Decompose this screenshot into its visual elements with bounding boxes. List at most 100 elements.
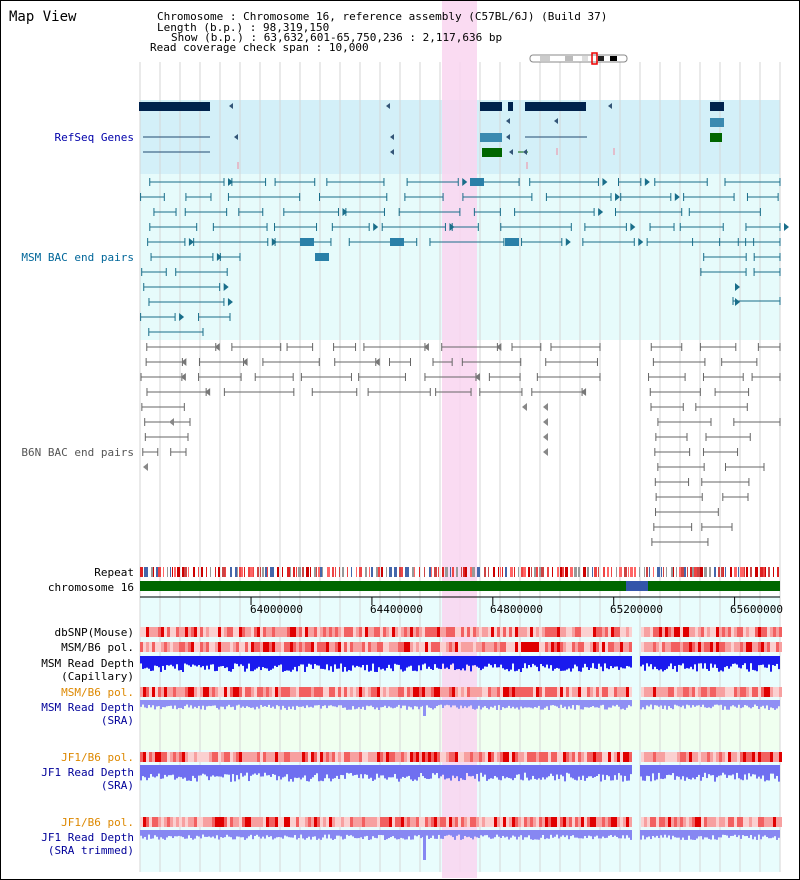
track-label-refseq-genes[interactable]: RefSeq Genes	[54, 131, 134, 144]
depth-bar	[416, 765, 418, 781]
heat-cell	[776, 627, 779, 637]
repeat-feature	[721, 567, 723, 577]
heat-cell	[167, 752, 170, 762]
depth-bar	[366, 656, 368, 665]
depth-bar	[160, 700, 162, 710]
track-label-jf1-depth-trimmed[interactable]: JF1 Read Depth	[41, 831, 134, 844]
heat-cell	[311, 627, 314, 637]
depth-bar	[508, 830, 510, 840]
heat-cell	[536, 642, 539, 652]
track-label-jf1-b6-pol-2[interactable]: JF1/B6 pol.	[61, 816, 134, 829]
track-label-dbsnp[interactable]: dbSNP(Mouse)	[54, 626, 134, 639]
heat-cell	[764, 817, 767, 827]
depth-bar	[166, 656, 168, 666]
heat-cell	[437, 817, 440, 827]
heat-cell	[419, 627, 422, 637]
track-label-msm-depth-sra[interactable]: MSM Read Depth	[41, 701, 134, 714]
heat-cell	[353, 817, 356, 827]
depth-bar	[532, 830, 534, 840]
track-label-jf1-depth-sra[interactable]: JF1 Read Depth	[41, 766, 134, 779]
track-label-msm-b6-pol[interactable]: MSM/B6 pol.	[61, 641, 134, 654]
depth-bar	[744, 656, 746, 664]
depth-bar	[436, 765, 438, 774]
depth-bar	[694, 830, 696, 840]
heat-cell	[395, 817, 398, 827]
depth-bar	[536, 830, 538, 840]
heat-cell	[620, 817, 623, 827]
heat-cell	[653, 687, 656, 697]
depth-bar	[538, 765, 540, 779]
heat-cell	[452, 752, 455, 762]
heat-cell	[425, 752, 428, 762]
heat-cell	[641, 687, 644, 697]
depth-bar	[460, 765, 462, 779]
heat-cell	[188, 817, 191, 827]
depth-bar	[392, 765, 394, 778]
depth-bar	[644, 700, 646, 710]
heat-cell	[440, 687, 443, 697]
track-label-msm-depth-capillary[interactable]: MSM Read Depth	[41, 657, 134, 670]
repeat-feature	[646, 567, 648, 577]
depth-bar	[288, 765, 290, 782]
heat-cell	[284, 627, 287, 637]
depth-bar	[626, 656, 628, 666]
repeat-feature	[718, 567, 720, 577]
track-label-chromosome[interactable]: chromosome 16	[47, 581, 134, 594]
depth-bar	[314, 700, 316, 706]
repeat-feature	[607, 567, 609, 577]
heat-cell	[554, 642, 557, 652]
gene-arrow-icon	[523, 149, 527, 155]
heat-cell	[563, 642, 566, 652]
heat-cell	[428, 817, 431, 827]
depth-bar	[298, 700, 300, 707]
heat-cell	[182, 627, 185, 637]
track-label-msm-b6-pol-sra[interactable]: MSM/B6 pol.	[61, 686, 134, 699]
bac-cluster-block	[315, 253, 329, 261]
depth-bar	[444, 700, 446, 706]
track-label-repeat[interactable]: Repeat	[94, 566, 134, 579]
depth-bar	[710, 700, 712, 709]
heat-cell	[497, 817, 500, 827]
heat-cell	[464, 627, 467, 637]
repeat-feature	[653, 567, 654, 577]
depth-bar	[472, 700, 474, 709]
heat-cell	[446, 642, 449, 652]
depth-bar	[718, 700, 720, 706]
heat-cell	[617, 817, 620, 827]
depth-bar	[378, 656, 380, 668]
depth-bar	[182, 656, 184, 672]
depth-bar	[458, 830, 460, 835]
depth-bar	[296, 700, 298, 706]
track-label-msm-bac[interactable]: MSM BAC end pairs	[21, 251, 134, 264]
depth-bar	[506, 700, 508, 708]
heat-cell	[566, 687, 569, 697]
heat-cell	[494, 687, 497, 697]
track-label-b6n-bac[interactable]: B6N BAC end pairs	[21, 446, 134, 459]
heat-cell	[563, 752, 566, 762]
heat-cell	[164, 642, 167, 652]
depth-bar	[772, 656, 774, 666]
repeat-feature	[302, 567, 304, 577]
heat-cell	[350, 642, 353, 652]
heat-cell	[392, 817, 395, 827]
depth-bar	[688, 656, 690, 669]
heat-cell	[431, 752, 434, 762]
depth-bar	[172, 765, 174, 775]
depth-bar	[150, 765, 152, 775]
depth-bar	[586, 700, 588, 708]
depth-bar	[142, 830, 144, 839]
repeat-feature	[277, 567, 279, 577]
track-label-jf1-b6-pol[interactable]: JF1/B6 pol.	[61, 751, 134, 764]
heat-cell	[521, 817, 524, 827]
depth-bar	[336, 700, 338, 708]
depth-bar	[576, 830, 578, 838]
heat-cell	[359, 817, 362, 827]
depth-bar	[480, 700, 482, 710]
depth-bar	[746, 656, 748, 670]
depth-bar	[764, 656, 766, 668]
heat-cell	[458, 817, 461, 827]
heat-cell	[605, 642, 608, 652]
heat-cell	[254, 642, 257, 652]
heat-cell	[713, 627, 716, 637]
